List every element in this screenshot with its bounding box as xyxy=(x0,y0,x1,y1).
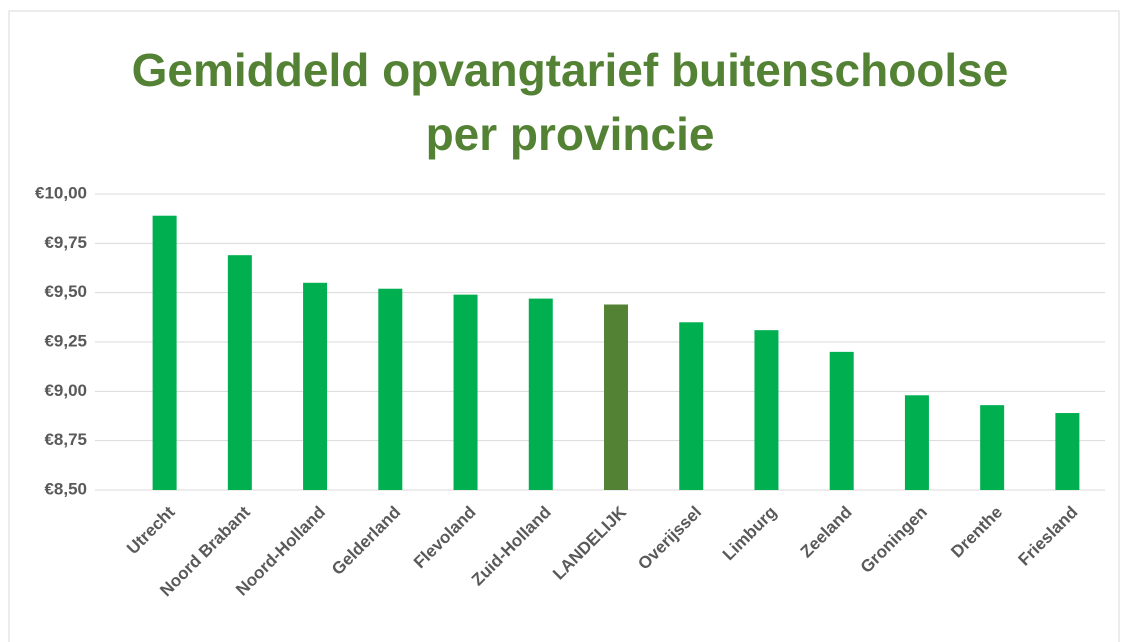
y-tick-label: €9,25 xyxy=(44,331,87,350)
bar xyxy=(829,351,854,490)
bar xyxy=(528,298,553,490)
bar xyxy=(227,255,252,490)
y-tick-label: €8,75 xyxy=(44,430,87,449)
bar xyxy=(980,405,1005,490)
bar xyxy=(604,304,628,490)
x-tick-label: Zuid-Holland xyxy=(468,503,555,590)
x-tick-label: Drenthe xyxy=(947,503,1006,562)
bar xyxy=(453,294,478,490)
y-tick-label: €9,00 xyxy=(44,381,87,400)
y-tick-label: €9,50 xyxy=(44,282,87,301)
bar xyxy=(1055,413,1080,490)
y-tick-label: €8,50 xyxy=(44,479,87,498)
bar xyxy=(679,322,704,490)
x-tick-label: Zeeland xyxy=(797,503,856,562)
x-tick-label: Limburg xyxy=(719,503,781,565)
x-tick-label: LANDELIJK xyxy=(549,502,630,583)
x-tick-label: Gelderland xyxy=(328,503,404,579)
x-tick-label: Utrecht xyxy=(123,502,179,558)
x-tick-label: Friesland xyxy=(1014,503,1081,570)
bar xyxy=(754,330,779,490)
chart-title: Gemiddeld opvangtarief buitenschoolse pe… xyxy=(131,44,1009,160)
bar xyxy=(152,215,177,490)
y-tick-label: €10,00 xyxy=(35,183,87,202)
chart-border xyxy=(8,10,1120,642)
bar xyxy=(378,288,403,490)
bar xyxy=(303,282,328,490)
x-tick-label: Overijssel xyxy=(634,503,705,574)
y-tick-label: €9,75 xyxy=(44,233,87,252)
bar xyxy=(904,395,929,490)
x-tick-label: Flevoland xyxy=(410,503,480,573)
x-tick-label: Groningen xyxy=(857,503,931,577)
